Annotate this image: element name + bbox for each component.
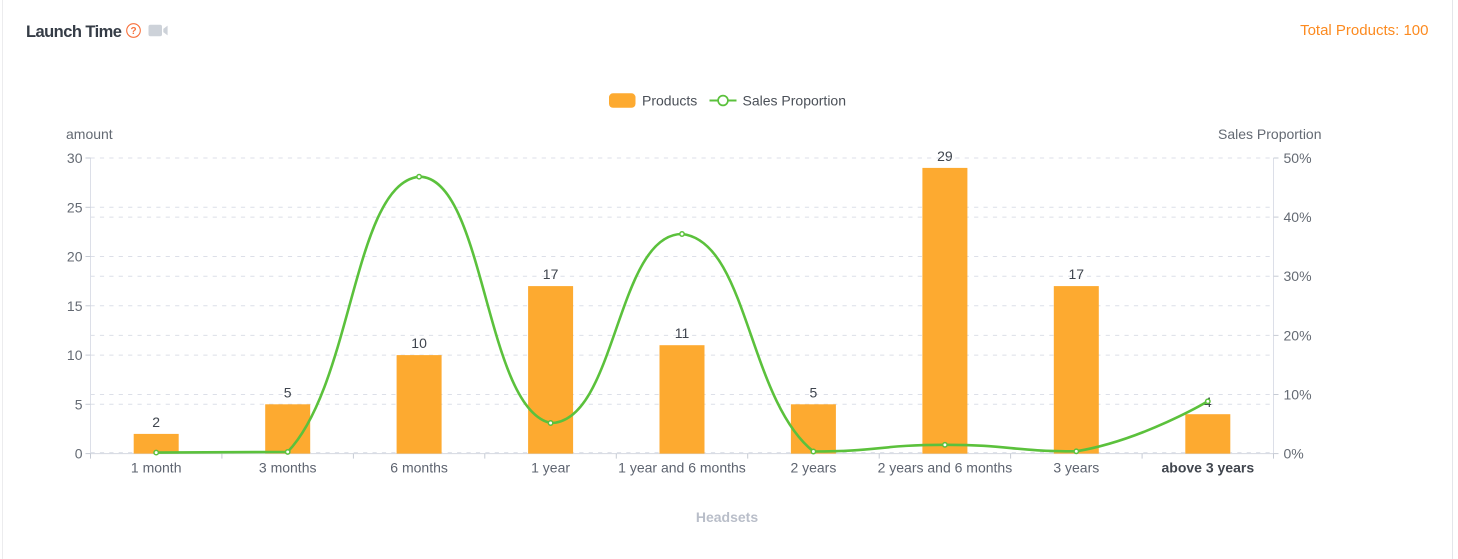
svg-text:1 year: 1 year (531, 459, 570, 475)
svg-text:amount: amount (66, 126, 113, 142)
svg-text:15: 15 (67, 298, 83, 314)
svg-text:29: 29 (937, 148, 953, 164)
svg-text:10%: 10% (1284, 387, 1312, 403)
svg-text:5: 5 (810, 384, 818, 400)
svg-text:10: 10 (67, 347, 83, 363)
svg-text:10: 10 (411, 335, 427, 351)
svg-text:2 years and 6 months: 2 years and 6 months (878, 459, 1013, 475)
svg-text:1 month: 1 month (131, 459, 182, 475)
svg-text:25: 25 (67, 199, 83, 215)
svg-text:17: 17 (543, 266, 559, 282)
svg-text:Total Products: 100: Total Products: 100 (1300, 22, 1428, 39)
svg-text:6 months: 6 months (390, 459, 448, 475)
svg-text:2 years: 2 years (790, 459, 836, 475)
svg-text:50%: 50% (1284, 150, 1312, 166)
svg-text:3 years: 3 years (1053, 459, 1099, 475)
svg-text:20: 20 (67, 249, 83, 265)
svg-text:5: 5 (284, 384, 292, 400)
svg-text:above 3 years: above 3 years (1161, 459, 1254, 475)
svg-text:11: 11 (675, 325, 690, 341)
svg-text:Products: Products (642, 93, 697, 109)
svg-text:Sales Proportion: Sales Proportion (1218, 126, 1322, 142)
svg-text:2: 2 (152, 414, 160, 430)
svg-text:Headsets: Headsets (696, 509, 758, 525)
svg-text:Launch Time: Launch Time (26, 23, 122, 41)
svg-text:Sales Proportion: Sales Proportion (743, 93, 847, 109)
svg-text:?: ? (130, 26, 136, 37)
svg-text:30%: 30% (1284, 268, 1312, 284)
svg-text:0%: 0% (1284, 446, 1304, 462)
svg-text:3 months: 3 months (259, 459, 317, 475)
svg-text:1 year and 6 months: 1 year and 6 months (618, 459, 746, 475)
svg-text:30: 30 (67, 150, 83, 166)
svg-text:0: 0 (75, 446, 83, 462)
svg-text:5: 5 (75, 396, 83, 412)
svg-text:17: 17 (1069, 266, 1085, 282)
svg-text:40%: 40% (1284, 209, 1312, 225)
svg-text:20%: 20% (1284, 327, 1312, 343)
